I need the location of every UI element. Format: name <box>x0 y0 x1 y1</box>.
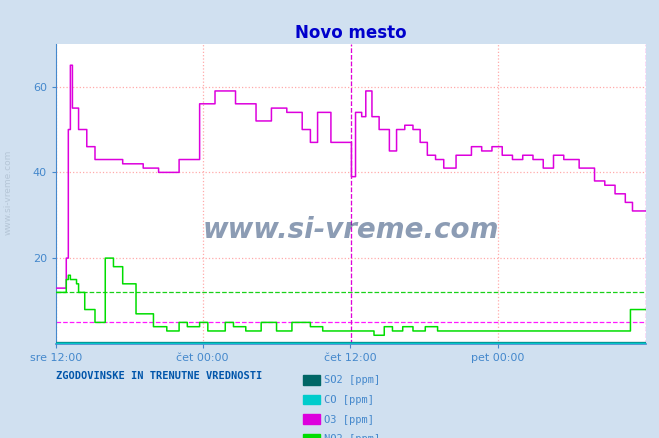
Text: O3 [ppm]: O3 [ppm] <box>324 415 374 424</box>
Text: ZGODOVINSKE IN TRENUTNE VREDNOSTI: ZGODOVINSKE IN TRENUTNE VREDNOSTI <box>56 371 262 381</box>
Text: www.si-vreme.com: www.si-vreme.com <box>4 150 13 235</box>
Text: CO [ppm]: CO [ppm] <box>324 395 374 405</box>
Text: NO2 [ppm]: NO2 [ppm] <box>324 434 380 438</box>
Title: Novo mesto: Novo mesto <box>295 24 407 42</box>
Text: www.si-vreme.com: www.si-vreme.com <box>203 216 499 244</box>
Text: SO2 [ppm]: SO2 [ppm] <box>324 375 380 385</box>
